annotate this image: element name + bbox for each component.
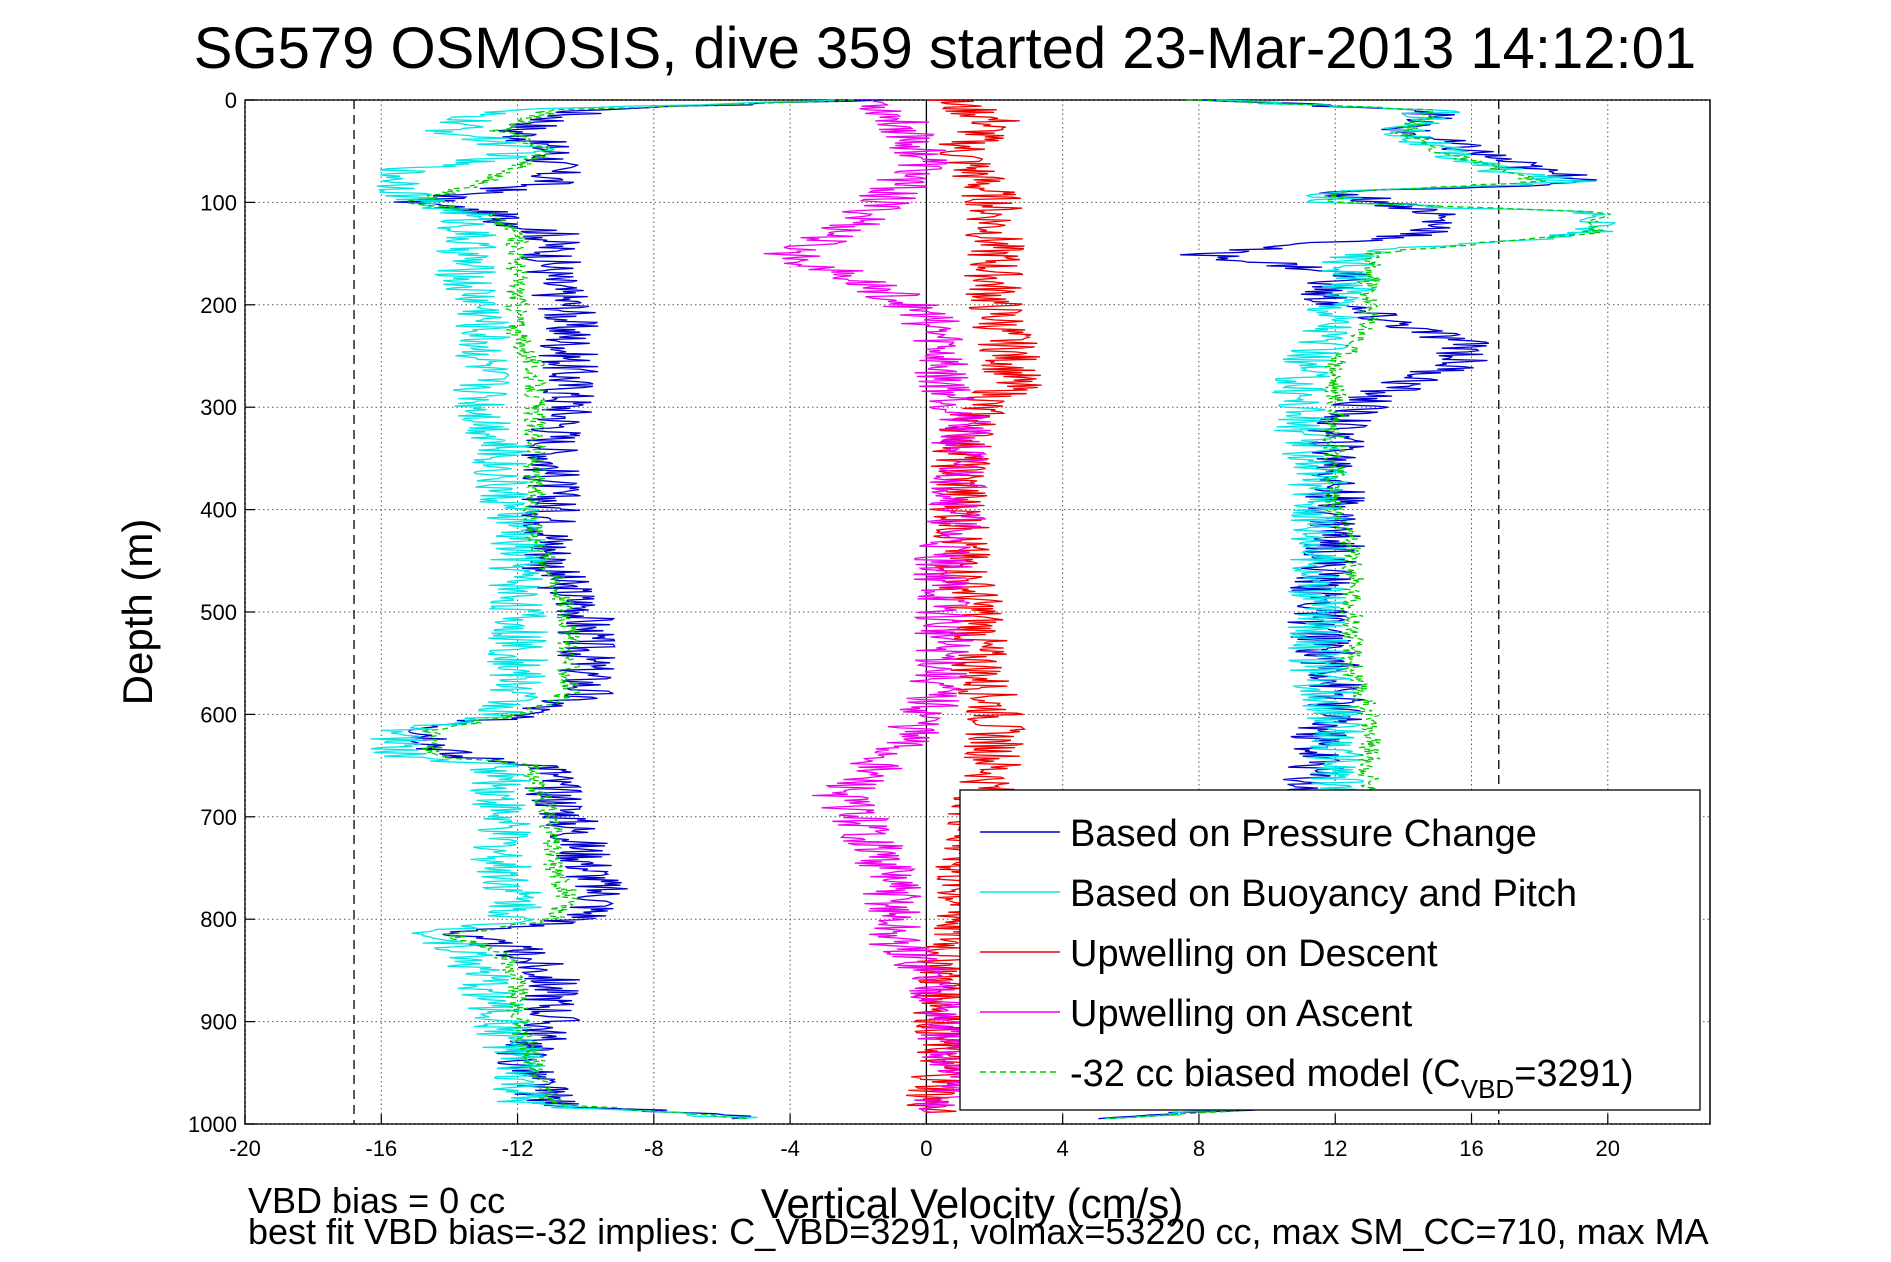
legend: Based on Pressure Change Based on Buoyanc… <box>959 789 1701 1111</box>
series-line-model_descent <box>404 99 855 1120</box>
y-tick-label: 900 <box>200 1010 237 1035</box>
footer-line-1: VBD bias = 0 cc <box>248 1180 505 1221</box>
y-tick-label: 300 <box>200 395 237 420</box>
y-tick-label: 100 <box>200 190 237 215</box>
legend-label: Based on Pressure Change <box>1070 813 1537 855</box>
chart-title: SG579 OSMOSIS, dive 359 started 23-Mar-2… <box>194 16 1696 81</box>
y-tick-label: 800 <box>200 907 237 932</box>
y-tick-label: 700 <box>200 805 237 830</box>
series-line-buoyancy_descent <box>370 99 835 1120</box>
x-tick-label: -20 <box>229 1136 261 1161</box>
legend-label-subscript: VBD <box>1461 1074 1514 1104</box>
x-tick-label: 0 <box>920 1136 932 1161</box>
legend-label: -32 cc biased model (CVBD=3291) <box>1070 1053 1634 1104</box>
series-line-model_ascent <box>1104 99 1611 1120</box>
x-tick-label: 8 <box>1193 1136 1205 1161</box>
x-tick-label: 20 <box>1596 1136 1620 1161</box>
x-tick-label: -8 <box>644 1136 664 1161</box>
x-axis-label: Vertical Velocity (cm/s) <box>761 1180 1183 1227</box>
x-tick-label: 4 <box>1057 1136 1069 1161</box>
x-tick-label: -4 <box>780 1136 800 1161</box>
y-tick-label: 600 <box>200 702 237 727</box>
x-tick-label: 12 <box>1323 1136 1347 1161</box>
x-tick-label: 16 <box>1459 1136 1483 1161</box>
legend-label: Upwelling on Ascent <box>1070 993 1413 1035</box>
x-tick-label: -16 <box>365 1136 397 1161</box>
legend-label: Based on Buoyancy and Pitch <box>1070 873 1577 915</box>
series-line-upwelling_descent <box>906 99 1042 1114</box>
y-tick-label: 0 <box>225 88 237 113</box>
y-tick-label: 200 <box>200 293 237 318</box>
y-tick-label: 400 <box>200 498 237 523</box>
legend-label: Upwelling on Descent <box>1070 933 1438 975</box>
series-line-pressure_descent <box>393 99 883 1120</box>
legend-box <box>959 789 1701 1111</box>
footer-line-2: best fit VBD bias=-32 implies: C_VBD=329… <box>248 1211 1709 1252</box>
legend-label-main: -32 cc biased model (C <box>1070 1053 1461 1095</box>
y-tick-label: 1000 <box>188 1112 237 1137</box>
axis-ticks: -20 -16 -12 -8 -4 0 4 8 12 16 20010020030040050060… <box>188 88 1620 1161</box>
series-line-upwelling_ascent <box>763 99 992 1114</box>
y-tick-label: 500 <box>200 600 237 625</box>
legend-label-tail: =3291) <box>1514 1053 1633 1095</box>
y-axis-label: Depth (m) <box>114 519 161 706</box>
x-tick-label: -12 <box>502 1136 534 1161</box>
